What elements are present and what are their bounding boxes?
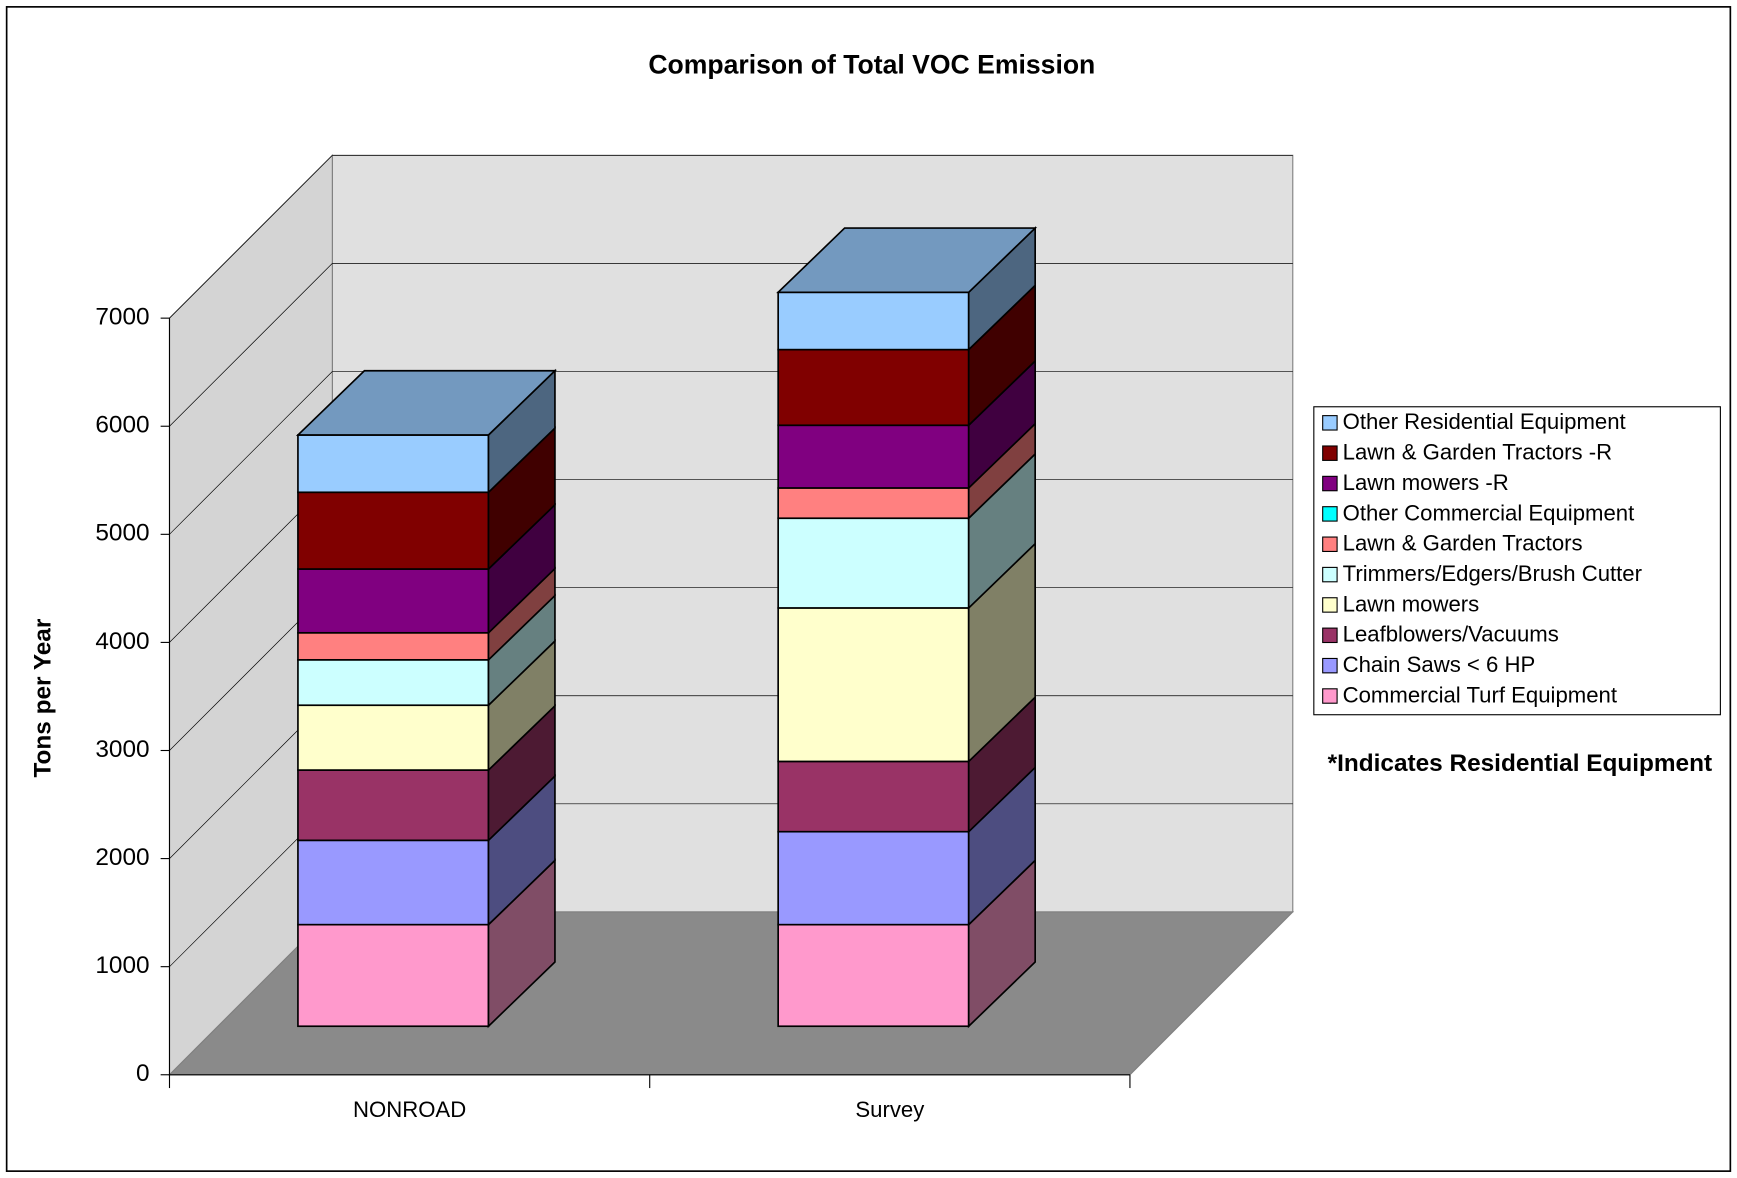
grid-line xyxy=(169,263,333,427)
legend-label: Lawn & Garden Tractors xyxy=(1343,531,1583,556)
bar-top xyxy=(295,369,557,436)
legend-swatch xyxy=(1322,657,1338,674)
bar-segment xyxy=(777,517,970,609)
y-tick-label: 5000 xyxy=(95,520,149,547)
bar-segment xyxy=(777,424,970,489)
legend-swatch xyxy=(1322,627,1338,644)
legend-box xyxy=(1313,406,1721,716)
x-tick-label: NONROAD xyxy=(353,1097,466,1122)
bar-segment xyxy=(297,568,490,634)
grid-line xyxy=(169,155,333,319)
bar-segment xyxy=(777,348,970,427)
chart-title: Comparison of Total VOC Emission xyxy=(648,50,1095,80)
legend-swatch xyxy=(1322,688,1338,704)
bar-segment xyxy=(297,658,490,707)
y-tick-label: 2000 xyxy=(95,844,149,871)
bar-segment xyxy=(297,839,490,926)
y-tick-label: 7000 xyxy=(95,304,149,331)
bar-segment xyxy=(777,607,970,763)
legend-label: Trimmers/Edgers/Brush Cutter xyxy=(1343,561,1642,586)
legend-label: Commercial Turf Equipment xyxy=(1343,682,1617,707)
legend-label: Lawn mowers -R xyxy=(1343,470,1509,495)
bar-segment xyxy=(777,830,970,926)
bar-segment xyxy=(297,923,490,1028)
bar-segment xyxy=(297,491,490,570)
legend-swatch xyxy=(1322,415,1338,431)
y-tick-label: 4000 xyxy=(95,628,149,655)
y-tick-label: 6000 xyxy=(95,412,149,439)
bar-segment xyxy=(297,769,490,842)
y-tick-label: 3000 xyxy=(95,736,149,763)
legend-swatch xyxy=(1322,566,1338,583)
y-tick-label: 0 xyxy=(136,1060,150,1087)
legend-label: Other Residential Equipment xyxy=(1343,409,1626,434)
bar-top xyxy=(776,227,1038,294)
legend-label: Chain Saws < 6 HP xyxy=(1343,652,1536,677)
legend-label: Lawn & Garden Tractors -R xyxy=(1343,440,1612,465)
legend-swatch xyxy=(1322,536,1338,553)
x-tick-label: Survey xyxy=(855,1097,925,1122)
grid-line xyxy=(169,371,333,535)
bar-segment xyxy=(297,704,490,771)
annotation: *Indicates Residential Equipment xyxy=(1328,750,1712,777)
bar-segment xyxy=(777,923,970,1028)
bar-segment xyxy=(777,760,970,833)
legend-swatch xyxy=(1322,445,1338,461)
y-axis-label: Tons per Year xyxy=(30,618,57,777)
legend-swatch xyxy=(1322,597,1338,613)
legend-swatch xyxy=(1322,475,1338,492)
legend-swatch xyxy=(1322,506,1338,522)
legend-label: Leafblowers/Vacuums xyxy=(1343,622,1559,647)
bar-segment xyxy=(777,291,970,351)
bar-segment xyxy=(297,434,490,494)
bar-segment xyxy=(777,487,970,520)
bar-segment xyxy=(297,631,490,661)
y-tick-label: 1000 xyxy=(95,952,149,979)
legend-label: Lawn mowers xyxy=(1343,591,1480,616)
legend-label: Other Commercial Equipment xyxy=(1343,500,1635,525)
